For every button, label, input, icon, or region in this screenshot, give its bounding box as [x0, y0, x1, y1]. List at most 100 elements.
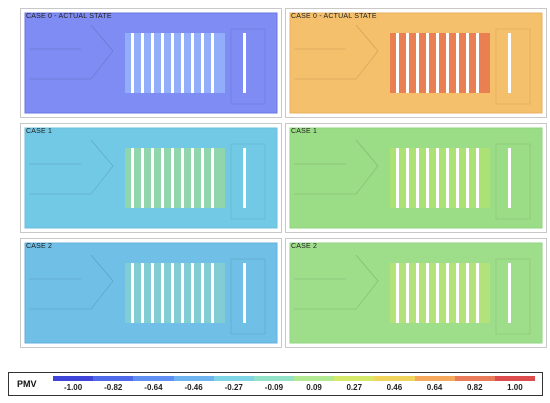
radiant-stripe: [141, 33, 144, 93]
plot-canvas: [289, 127, 543, 229]
panel-title: CASE 1: [291, 128, 318, 135]
radiant-stripe: [131, 148, 134, 208]
panel-case2-right: CASE 2: [285, 238, 547, 348]
radiant-stripe: [416, 33, 419, 93]
legend-swatch: [374, 376, 415, 381]
radiant-stripe: [476, 263, 479, 323]
legend-tick-label: 0.82: [466, 383, 483, 392]
radiant-stripe: [406, 148, 409, 208]
radiant-stripe: [161, 148, 164, 208]
room-outline: [495, 258, 531, 335]
legend-tick-label: 0.64: [426, 383, 443, 392]
panel-case1-right: CASE 1: [285, 123, 547, 233]
panel-title: CASE 1: [26, 128, 53, 135]
radiant-stripe: [181, 263, 184, 323]
wall-lines: [29, 139, 114, 195]
radiant-stripe: [243, 263, 246, 323]
legend-tick-label: -0.46: [184, 383, 203, 392]
radiant-stripe: [211, 148, 214, 208]
radiant-stripe: [436, 263, 439, 323]
radiant-stripe: [456, 148, 459, 208]
room-outline: [230, 28, 266, 105]
radiant-stripe: [406, 33, 409, 93]
radiant-stripe: [466, 33, 469, 93]
panel-case0-left: CASE 0 - ACTUAL STATE: [20, 8, 282, 118]
legend-tick-label: -0.64: [144, 383, 163, 392]
legend-tick-label: -0.82: [104, 383, 123, 392]
legend-swatch: [213, 376, 254, 381]
radiant-stripe: [191, 33, 194, 93]
room-outline: [230, 258, 266, 335]
radiant-stripe: [151, 33, 154, 93]
radiant-stripe: [426, 263, 429, 323]
radiant-stripe: [201, 263, 204, 323]
radiant-stripe: [181, 33, 184, 93]
legend-tick-label: -0.09: [264, 383, 284, 392]
legend-swatch: [494, 376, 536, 381]
radiant-stripe: [151, 148, 154, 208]
wall-lines: [294, 24, 379, 80]
room-outline: [230, 143, 266, 220]
legend-tick-label: 0.46: [386, 383, 403, 392]
heat-zone: [125, 263, 225, 323]
radiant-stripe: [161, 263, 164, 323]
radiant-stripe: [446, 148, 449, 208]
wall-lines: [29, 254, 114, 310]
radiant-stripe: [436, 33, 439, 93]
legend-swatch: [334, 376, 375, 381]
radiant-stripe: [243, 33, 246, 93]
radiant-stripe: [211, 33, 214, 93]
radiant-stripe: [171, 148, 174, 208]
plot-canvas: [24, 127, 278, 229]
radiant-stripe: [446, 263, 449, 323]
radiant-stripe: [191, 263, 194, 323]
radiant-stripe: [426, 33, 429, 93]
legend-tick-label: -0.27: [224, 383, 243, 392]
radiant-stripe: [201, 148, 204, 208]
panel-title: CASE 0 - ACTUAL STATE: [291, 13, 377, 20]
legend-tick-label: 0.09: [306, 383, 322, 392]
legend-tick-labels: -1.00 -0.82 -0.64 -0.46 -0.27 -0.09 0.09 0.27 0.…: [53, 383, 535, 394]
panel-title: CASE 2: [291, 243, 318, 250]
radiant-stripe: [446, 33, 449, 93]
radiant-stripe: [151, 263, 154, 323]
radiant-stripe: [456, 33, 459, 93]
legend-swatch: [454, 376, 495, 381]
wall-lines: [294, 254, 379, 310]
radiant-stripe: [181, 148, 184, 208]
radiant-stripe: [406, 263, 409, 323]
wall-lines: [29, 24, 114, 80]
radiant-stripe: [243, 148, 246, 208]
heat-zone: [390, 148, 490, 208]
radiant-stripe: [416, 263, 419, 323]
pmv-legend: PMV -1.00 -0.82 -0.64 -0.46 -0.27 -0.09 0.09 0.…: [8, 372, 543, 396]
panel-case1-left: CASE 1: [20, 123, 282, 233]
radiant-stripe: [211, 263, 214, 323]
legend-tick-label: 0.27: [346, 383, 363, 392]
radiant-stripe: [141, 148, 144, 208]
radiant-stripe: [171, 263, 174, 323]
radiant-stripe: [396, 33, 399, 93]
legend-swatch: [414, 376, 455, 381]
radiant-stripe: [508, 148, 511, 208]
radiant-stripe: [171, 33, 174, 93]
legend-tick-label: 1.00: [507, 383, 523, 392]
radiant-stripe: [396, 263, 399, 323]
legend-title: PMV: [17, 379, 37, 389]
legend-tick-label: -1.00: [63, 383, 83, 392]
wall-lines: [294, 139, 379, 195]
radiant-stripe: [396, 148, 399, 208]
panel-case2-left: CASE 2: [20, 238, 282, 348]
heat-zone: [390, 263, 490, 323]
radiant-stripe: [426, 148, 429, 208]
heat-zone: [390, 33, 490, 93]
room-outline: [495, 143, 531, 220]
radiant-stripe: [476, 148, 479, 208]
heat-zone: [125, 148, 225, 208]
plot-canvas: [289, 12, 543, 114]
radiant-stripe: [466, 148, 469, 208]
room-outline: [495, 28, 531, 105]
legend-swatch: [53, 376, 94, 381]
radiant-stripe: [508, 263, 511, 323]
legend-swatch: [93, 376, 134, 381]
